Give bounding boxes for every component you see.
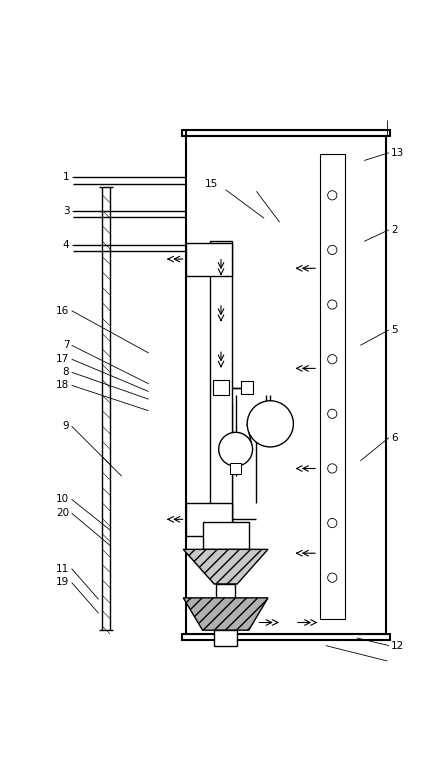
Text: 5: 5 <box>391 325 398 335</box>
Circle shape <box>328 191 337 200</box>
Circle shape <box>328 355 337 364</box>
Bar <box>214 630 237 645</box>
Text: 6: 6 <box>391 432 398 442</box>
Text: 15: 15 <box>205 179 218 188</box>
Text: 1: 1 <box>63 173 69 182</box>
Circle shape <box>328 245 337 255</box>
Bar <box>182 634 390 640</box>
Bar <box>202 522 249 549</box>
Text: 11: 11 <box>56 564 69 574</box>
Bar <box>230 463 241 474</box>
Bar <box>186 503 232 537</box>
Text: 13: 13 <box>391 147 404 158</box>
Circle shape <box>328 518 337 527</box>
Text: 18: 18 <box>56 380 69 391</box>
Bar <box>186 136 386 634</box>
Text: 8: 8 <box>63 367 69 377</box>
Text: 17: 17 <box>56 354 69 364</box>
Circle shape <box>328 300 337 309</box>
Polygon shape <box>183 598 268 630</box>
Text: 12: 12 <box>391 641 404 651</box>
Text: 16: 16 <box>56 306 69 315</box>
Bar <box>217 584 235 600</box>
Text: 10: 10 <box>56 494 69 505</box>
Text: 19: 19 <box>56 578 69 587</box>
Bar <box>210 242 232 546</box>
Text: 9: 9 <box>63 421 69 431</box>
Polygon shape <box>183 549 268 584</box>
Bar <box>320 154 345 619</box>
Bar <box>182 130 390 136</box>
Text: 4: 4 <box>63 240 69 250</box>
Bar <box>186 243 232 276</box>
Text: 3: 3 <box>63 205 69 216</box>
Bar <box>213 380 229 395</box>
Circle shape <box>247 401 293 447</box>
Text: 20: 20 <box>56 508 69 518</box>
Circle shape <box>328 409 337 419</box>
Bar <box>241 382 253 394</box>
Text: 2: 2 <box>391 225 398 235</box>
Circle shape <box>328 573 337 582</box>
Circle shape <box>219 432 253 466</box>
Circle shape <box>328 464 337 473</box>
Text: 7: 7 <box>63 340 69 350</box>
